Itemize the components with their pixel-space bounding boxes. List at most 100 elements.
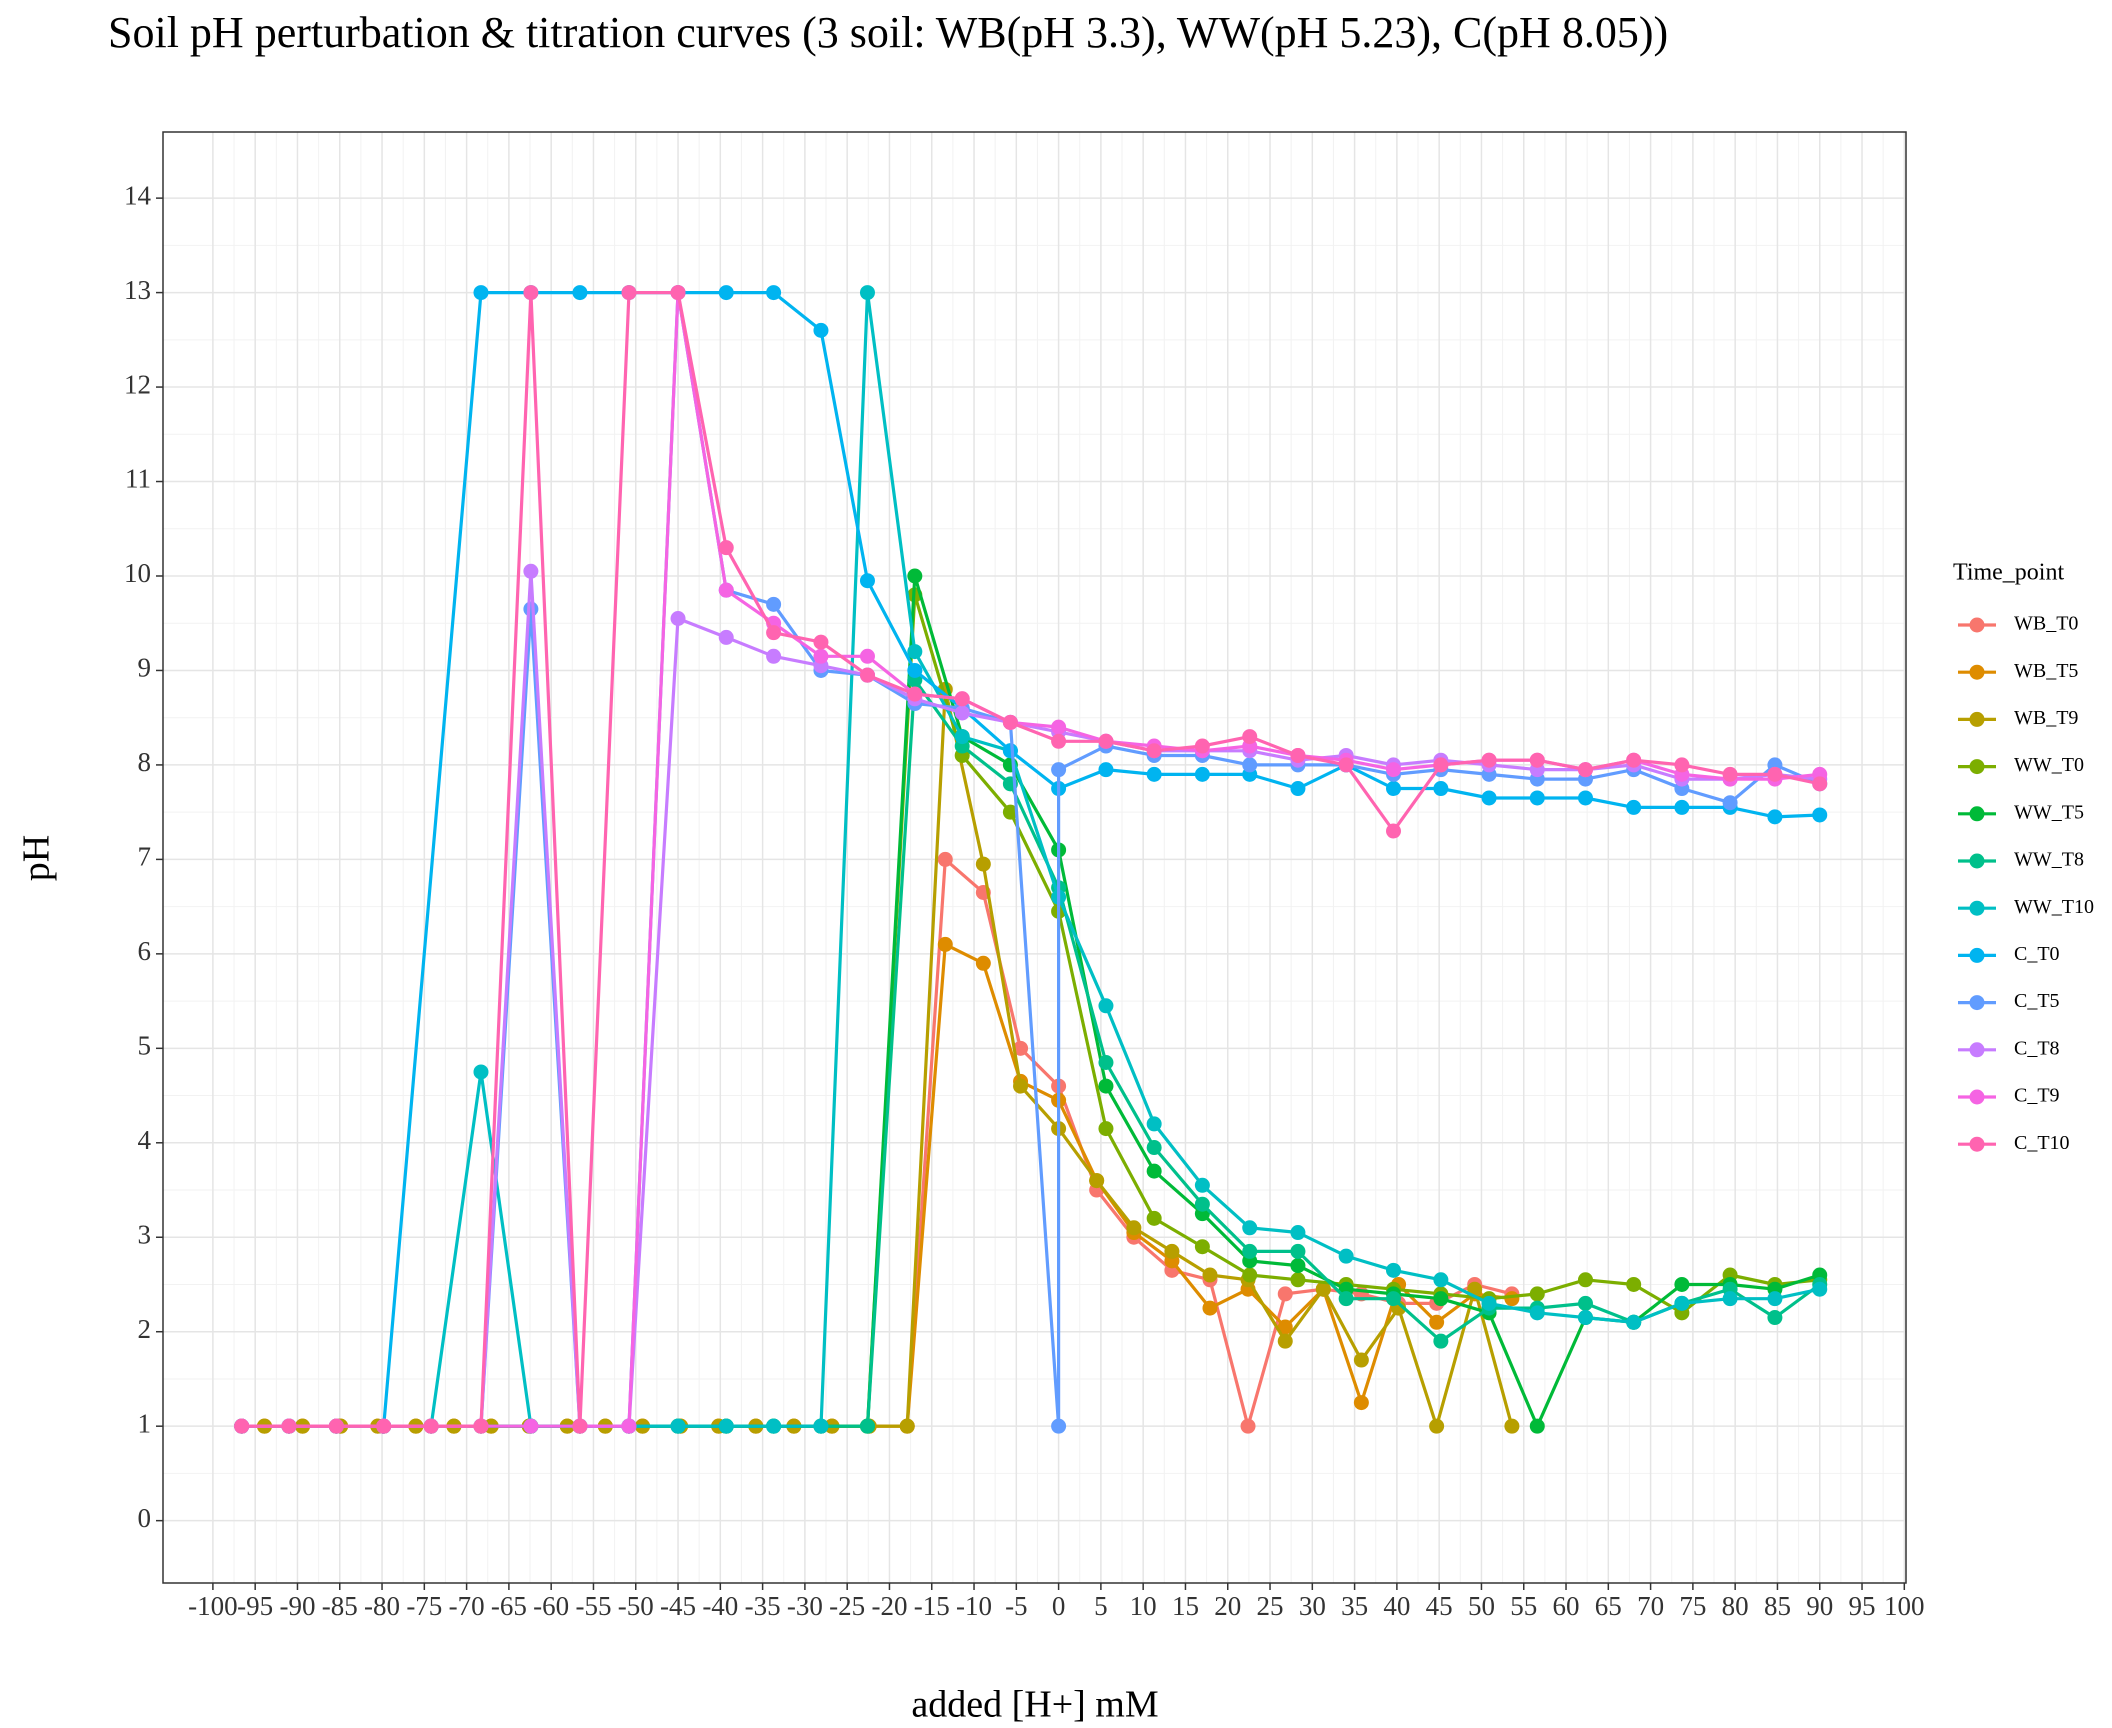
x-tick-label: 70	[1637, 1591, 1664, 1621]
data-point	[572, 1418, 588, 1434]
data-point	[1277, 1333, 1293, 1349]
data-point	[1386, 823, 1402, 839]
data-point	[954, 691, 970, 707]
legend-label: C_T0	[2014, 943, 2060, 965]
x-tick-label: -25	[829, 1591, 865, 1621]
data-point	[1146, 1163, 1162, 1179]
legend-label: WW_T0	[2014, 754, 2084, 776]
data-point	[1529, 1286, 1545, 1302]
data-point	[766, 285, 782, 301]
data-point	[1577, 1310, 1593, 1326]
x-tick-label: 60	[1553, 1591, 1580, 1621]
y-tick-label: 13	[124, 275, 151, 305]
data-point	[523, 1418, 539, 1434]
x-tick-label: 100	[1884, 1591, 1925, 1621]
data-point	[1433, 757, 1449, 773]
data-point	[1051, 719, 1067, 735]
legend-key-point	[1969, 900, 1985, 916]
data-point	[1433, 781, 1449, 797]
legend-label: C_T10	[2014, 1132, 2070, 1154]
data-point	[813, 1418, 829, 1434]
y-tick-label: 1	[138, 1408, 152, 1438]
x-axis-label: added [H+] mM	[911, 1684, 1158, 1726]
data-point	[1429, 1418, 1445, 1434]
data-point	[1429, 1314, 1445, 1330]
series-line	[241, 291, 1821, 1428]
x-tick-label: -50	[618, 1591, 654, 1621]
legend-label: WB_T5	[2014, 660, 2078, 682]
data-point	[1386, 762, 1402, 778]
data-point	[1812, 1281, 1828, 1297]
x-tick-label: 75	[1679, 1591, 1706, 1621]
x-tick-label: -75	[406, 1591, 442, 1621]
data-point	[1089, 1173, 1105, 1189]
data-point	[670, 611, 686, 627]
legend-label: WW_T8	[2014, 849, 2084, 871]
data-point	[1767, 766, 1783, 782]
data-point	[1386, 781, 1402, 797]
x-tick-label: -60	[533, 1591, 569, 1621]
x-tick-label: -100	[188, 1591, 238, 1621]
data-point	[1338, 1291, 1354, 1307]
x-tick-label: 25	[1257, 1591, 1284, 1621]
data-point	[1626, 752, 1642, 768]
x-tick-label: 65	[1595, 1591, 1622, 1621]
x-tick-label: 40	[1383, 1591, 1410, 1621]
data-point	[1002, 714, 1018, 730]
data-point	[813, 634, 829, 650]
x-tick-label: 10	[1130, 1591, 1157, 1621]
data-point	[937, 851, 953, 867]
y-tick-label: 9	[138, 653, 152, 683]
data-point	[1577, 790, 1593, 806]
data-point	[937, 936, 953, 952]
data-point	[1194, 1239, 1210, 1255]
data-point	[1146, 1140, 1162, 1156]
x-tick-label: 0	[1052, 1591, 1066, 1621]
y-tick-label: 7	[138, 842, 152, 872]
x-tick-label: -95	[237, 1591, 273, 1621]
data-point	[234, 1418, 250, 1434]
data-point	[1529, 1305, 1545, 1321]
series	[234, 285, 1828, 1434]
y-tick-label: 5	[138, 1031, 152, 1061]
data-point	[718, 582, 734, 598]
data-point	[1242, 1267, 1258, 1283]
data-point	[766, 596, 782, 612]
legend-key-point	[1969, 1042, 1985, 1058]
legend-label: C_T5	[2014, 990, 2060, 1012]
x-tick-label: 45	[1426, 1591, 1453, 1621]
legend-title: Time_point	[1953, 560, 2064, 586]
data-point	[1433, 1272, 1449, 1288]
data-point	[1013, 1040, 1029, 1056]
x-tick-label: -45	[660, 1591, 696, 1621]
legend-label: C_T8	[2014, 1037, 2060, 1059]
data-point	[1529, 1418, 1545, 1434]
data-point	[621, 285, 637, 301]
x-tick-label: -35	[745, 1591, 781, 1621]
data-point	[1194, 1196, 1210, 1212]
data-point	[1674, 799, 1690, 815]
data-point	[718, 1418, 734, 1434]
data-point	[1098, 1078, 1114, 1094]
x-tick-label: -5	[1005, 1591, 1028, 1621]
data-point	[1098, 1121, 1114, 1137]
data-point	[328, 1418, 344, 1434]
data-point	[1194, 738, 1210, 754]
data-point	[1242, 1243, 1258, 1259]
x-tick-label: 15	[1172, 1591, 1199, 1621]
legend-key-point	[1969, 806, 1985, 822]
data-point	[1433, 1291, 1449, 1307]
data-point	[1240, 1418, 1256, 1434]
data-point	[1051, 733, 1067, 749]
data-point	[523, 285, 539, 301]
y-axis-label: pH	[16, 835, 58, 881]
y-tick-label: 4	[138, 1125, 152, 1155]
legend-label: WB_T0	[2014, 613, 2078, 635]
data-point	[1353, 1352, 1369, 1368]
data-point	[975, 856, 991, 872]
data-point	[1386, 1262, 1402, 1278]
x-tick-label: -65	[491, 1591, 527, 1621]
x-tick-label: -80	[364, 1591, 400, 1621]
legend-key-point	[1969, 759, 1985, 775]
